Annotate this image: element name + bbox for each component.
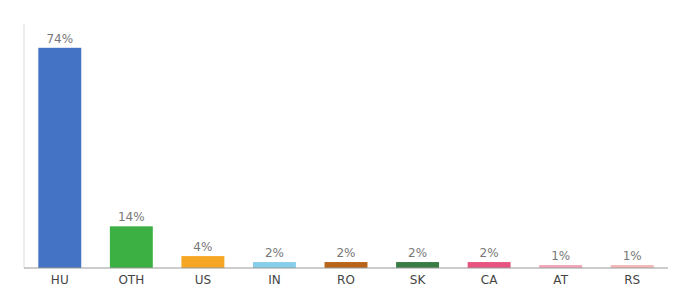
bar — [253, 262, 296, 268]
x-tick-label: RO — [337, 273, 355, 287]
x-tick-label: US — [195, 273, 211, 287]
bar — [38, 48, 81, 268]
bar — [396, 262, 439, 268]
chart-container: HU OTH US IN RO SK CA AT RS 74% 14% 4% 2% 2% 2% 2% 1% 1% — [0, 0, 680, 300]
data-labels: 74% 14% 4% 2% 2% 2% 2% 1% 1% — [46, 32, 641, 263]
data-label: 14% — [118, 210, 145, 224]
x-tick-label: IN — [268, 273, 281, 287]
bars — [38, 48, 653, 268]
data-label: 2% — [408, 246, 427, 260]
bar — [468, 262, 511, 268]
data-label: 2% — [265, 246, 284, 260]
x-tick-label: AT — [553, 273, 568, 287]
y-axis-line — [24, 24, 25, 268]
x-tick-label: OTH — [118, 273, 144, 287]
x-tick-labels: HU OTH US IN RO SK CA AT RS — [51, 273, 640, 287]
x-tick-label: RS — [624, 273, 640, 287]
data-label: 2% — [336, 246, 355, 260]
data-label: 74% — [46, 32, 73, 46]
x-tick-label: SK — [410, 273, 427, 287]
data-label: 1% — [551, 249, 570, 263]
data-label: 1% — [623, 249, 642, 263]
data-label: 4% — [193, 240, 212, 254]
bar — [181, 256, 224, 268]
bar — [325, 262, 368, 268]
x-tick-label: HU — [51, 273, 69, 287]
data-label: 2% — [480, 246, 499, 260]
x-tick-label: CA — [481, 273, 498, 287]
bar — [110, 226, 153, 268]
x-axis-line — [24, 268, 668, 269]
chart: HU OTH US IN RO SK CA AT RS 74% 14% 4% 2% 2% 2% 2% 1% 1% — [0, 0, 680, 300]
